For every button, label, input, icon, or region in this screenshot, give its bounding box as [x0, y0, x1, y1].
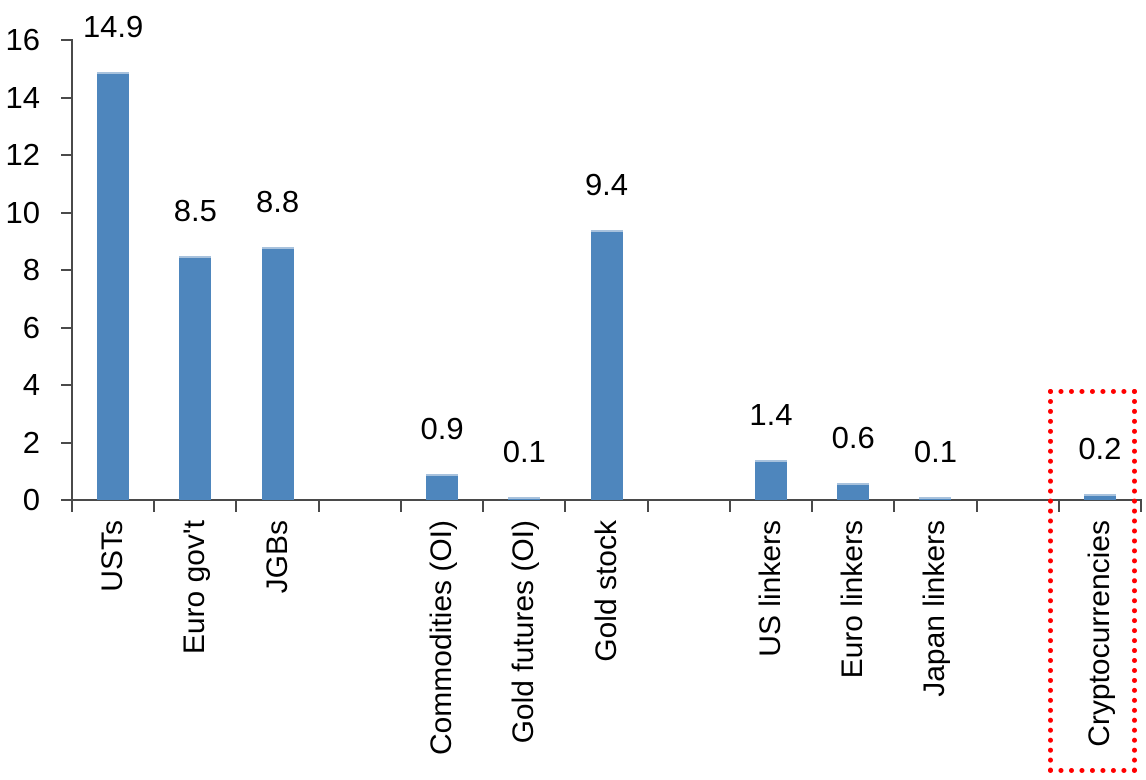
category-label: Commodities (OI)	[425, 520, 459, 756]
y-axis-tick-label: 16	[5, 22, 40, 57]
y-axis-tick	[61, 39, 72, 41]
x-axis-tick	[482, 500, 485, 512]
x-axis-tick	[235, 500, 238, 512]
y-axis-tick	[61, 499, 72, 501]
bar-value-label: 0.9	[420, 411, 464, 447]
y-axis-tick	[61, 154, 72, 156]
y-axis-tick	[61, 269, 72, 271]
bar	[261, 247, 294, 500]
bar	[508, 497, 541, 500]
y-axis-tick	[61, 326, 72, 329]
x-axis-tick	[646, 500, 649, 512]
category-label: Euro gov't	[178, 520, 212, 655]
category-label: US linkers	[753, 520, 787, 657]
bar	[919, 497, 952, 500]
y-axis-tick-label: 12	[5, 137, 40, 172]
bar	[97, 71, 130, 500]
x-axis-tick	[564, 500, 567, 512]
y-axis-tick-label: 6	[22, 309, 40, 345]
bar-value-label: 0.1	[913, 434, 957, 470]
category-label: Gold stock	[589, 520, 623, 662]
highlight-box	[1048, 389, 1137, 773]
y-axis-tick-label: 14	[5, 79, 40, 115]
x-axis-tick	[399, 500, 402, 512]
y-axis-tick	[61, 96, 72, 99]
x-axis-tick	[893, 500, 896, 512]
x-axis-tick	[71, 500, 73, 512]
y-axis-tick-label: 8	[22, 252, 40, 287]
category-label: JGBs	[260, 520, 294, 594]
bar-value-label: 0.2	[1078, 431, 1122, 467]
bar	[179, 255, 212, 500]
y-axis-tick-label: 0	[22, 482, 40, 517]
y-axis-tick-label: 2	[22, 424, 40, 460]
x-axis-tick	[153, 500, 156, 512]
x-axis-tick	[728, 500, 731, 512]
bar	[1083, 494, 1116, 500]
bar	[426, 474, 459, 500]
category-label: Japan linkers	[918, 520, 952, 697]
bar-value-label: 14.9	[82, 8, 144, 44]
y-axis-tick	[61, 211, 72, 214]
y-axis-line	[71, 39, 73, 501]
x-axis-tick	[811, 500, 814, 512]
category-label: Cryptocurrencies	[1082, 520, 1116, 747]
y-axis-tick	[61, 384, 72, 386]
x-axis-tick	[975, 500, 978, 512]
y-axis-tick-label: 10	[5, 194, 40, 230]
y-axis-tick	[61, 441, 72, 444]
bar	[754, 459, 787, 500]
bar-value-label: 9.4	[584, 166, 629, 202]
x-axis-tick	[317, 500, 320, 512]
x-axis-line	[71, 499, 1142, 501]
bar-value-label: 0.1	[502, 434, 546, 470]
x-axis-tick	[1057, 500, 1060, 512]
y-axis-tick-label: 4	[22, 367, 40, 402]
bar-value-label: 8.8	[256, 184, 300, 219]
bar-value-label: 0.6	[831, 419, 875, 455]
bar	[590, 229, 623, 500]
category-label: USTs	[96, 520, 130, 592]
category-label: Gold futures (OI)	[507, 520, 541, 744]
bar	[837, 482, 870, 500]
x-axis-tick	[1140, 500, 1142, 512]
bar-value-label: 1.4	[749, 396, 793, 432]
category-label: Euro linkers	[836, 520, 870, 679]
bar-value-label: 8.5	[173, 192, 217, 228]
